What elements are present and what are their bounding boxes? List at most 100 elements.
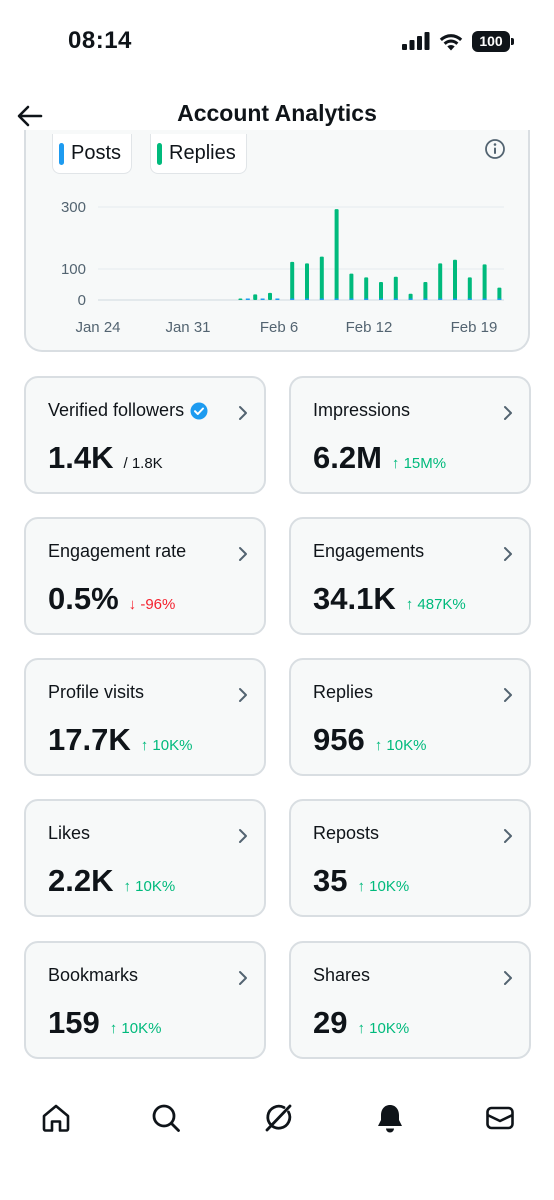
metric-value-row: 159 ↑ 10K% (48, 1005, 161, 1041)
bar-replies (305, 263, 309, 300)
bar-replies (438, 263, 443, 300)
metric-label-row: Impressions (313, 400, 410, 421)
notifications-bell-icon (378, 1105, 402, 1133)
metric-label-row: Shares (313, 965, 370, 986)
metric-card-reposts[interactable]: Reposts 35 ↑ 10K% (289, 799, 531, 917)
metric-label: Profile visits (48, 682, 145, 702)
metric-value-row: 1.4K / 1.8K (48, 440, 163, 476)
metric-change-badge: ↑ 487K% (405, 596, 466, 613)
tab-messages[interactable] (470, 1094, 530, 1142)
grok-icon (265, 1104, 292, 1132)
bar-posts (438, 298, 443, 300)
metric-value-row: 17.7K ↑ 10K% (48, 722, 192, 758)
bar-replies (290, 261, 295, 300)
metric-label-row: Engagement rate (48, 541, 186, 562)
bar-posts (349, 298, 354, 300)
metric-label-row: Reposts (313, 823, 379, 844)
bar-posts (423, 298, 428, 300)
metric-value-row: 956 ↑ 10K% (313, 722, 426, 758)
metric-label-row: Verified followers (48, 400, 208, 421)
legend-replies[interactable]: Replies (150, 134, 247, 174)
metric-label-row: Bookmarks (48, 965, 138, 986)
metric-value-row: 35 ↑ 10K% (313, 863, 409, 899)
wifi-icon (439, 33, 463, 50)
y-tick-label: 300 (61, 199, 86, 216)
chevron-right-icon (504, 406, 512, 420)
bar-replies (364, 277, 369, 300)
bar-posts (497, 298, 502, 300)
status-icons: 100 (402, 29, 514, 53)
bar-replies (349, 273, 354, 300)
metric-label: Engagement rate (48, 541, 187, 561)
bar-replies (393, 276, 398, 300)
bar-posts (482, 298, 487, 300)
metric-card-shares[interactable]: Shares 29 ↑ 10K% (289, 941, 531, 1059)
metric-card-engagements[interactable]: Engagements 34.1K ↑ 487K% (289, 517, 531, 635)
tab-grok[interactable] (248, 1094, 308, 1142)
metric-card-verified-followers[interactable]: Verified followers 1.4K / 1.8K (24, 376, 266, 494)
metric-change-badge: ↑ 15M% (391, 455, 447, 472)
cellular-signal-icon (402, 32, 430, 50)
chart-card: Posts Replies 300 100 0 Jan 24 Jan 31 Feb 6 Fe… (24, 130, 530, 352)
metric-change-badge: ↑ 10K% (109, 1020, 162, 1037)
arrow-left-icon (17, 105, 43, 127)
metric-card-profile-visits[interactable]: Profile visits 17.7K ↑ 10K% (24, 658, 266, 776)
bar-posts (334, 298, 339, 300)
chevron-right-icon (504, 971, 512, 985)
bar-replies (238, 298, 243, 300)
metric-change-badge: ↑ 10K% (140, 737, 193, 754)
page-title: Account Analytics (177, 100, 377, 126)
bar-replies (497, 287, 502, 300)
metric-value-row: 34.1K ↑ 487K% (313, 581, 466, 617)
x-tick-label: Feb 19 (451, 319, 498, 336)
legend-posts[interactable]: Posts (52, 134, 133, 174)
metric-value: 6.2M (313, 440, 382, 475)
metric-card-replies[interactable]: Replies 956 ↑ 10K% (289, 658, 531, 776)
x-tick-label: Feb 6 (260, 319, 298, 336)
chevron-right-icon (239, 688, 247, 702)
metric-label: Likes (48, 823, 91, 843)
bottom-tab-bar (0, 1080, 554, 1200)
metric-value-row: 29 ↑ 10K% (313, 1005, 409, 1041)
chevron-right-icon (504, 688, 512, 702)
tab-notifications[interactable] (360, 1094, 420, 1142)
search-icon (152, 1104, 180, 1132)
metric-label: Replies (313, 682, 374, 702)
metric-card-impressions[interactable]: Impressions 6.2M ↑ 15M% (289, 376, 531, 494)
metric-total: / 1.8K (123, 455, 163, 472)
metric-value-row: 0.5% ↓ -96% (48, 581, 175, 617)
bar-posts (467, 298, 472, 300)
messages-icon (486, 1106, 514, 1130)
metric-label: Verified followers (48, 400, 185, 420)
metric-label-row: Likes (48, 823, 90, 844)
status-time: 08:14 (68, 27, 132, 54)
bar-replies (319, 256, 324, 300)
metric-label-row: Replies (313, 682, 373, 703)
battery-indicator: 100 (472, 30, 514, 52)
chevron-right-icon (239, 547, 247, 561)
metric-value: 159 (48, 1005, 100, 1040)
x-tick-label: Jan 24 (75, 319, 120, 336)
info-icon[interactable] (484, 138, 506, 160)
metric-value: 0.5% (48, 581, 119, 616)
tab-home[interactable] (26, 1094, 86, 1142)
bar-posts (260, 298, 265, 300)
metric-label: Bookmarks (48, 965, 139, 985)
tab-search[interactable] (136, 1094, 196, 1142)
metric-card-engagement-rate[interactable]: Engagement rate 0.5% ↓ -96% (24, 517, 266, 635)
back-button[interactable] (12, 98, 48, 134)
metric-value-row: 6.2M ↑ 15M% (313, 440, 446, 476)
replies-bar-chart: 300 100 0 Jan 24 Jan 31 Feb 6 Feb 12 Feb 19 (61, 199, 504, 336)
bar-posts (364, 298, 369, 300)
legend-label-posts: Posts (71, 142, 122, 164)
metric-change-badge: ↑ 10K% (357, 878, 410, 895)
y-tick-label: 0 (78, 292, 86, 309)
bar-posts (408, 298, 413, 300)
metric-card-likes[interactable]: Likes 2.2K ↑ 10K% (24, 799, 266, 917)
bar-posts (290, 298, 295, 300)
metric-change-badge: ↑ 10K% (357, 1020, 410, 1037)
verified-badge-icon (190, 402, 208, 419)
metric-change-badge: ↑ 10K% (123, 878, 176, 895)
metric-change-badge: ↓ -96% (128, 596, 176, 613)
metric-card-bookmarks[interactable]: Bookmarks 159 ↑ 10K% (24, 941, 266, 1059)
